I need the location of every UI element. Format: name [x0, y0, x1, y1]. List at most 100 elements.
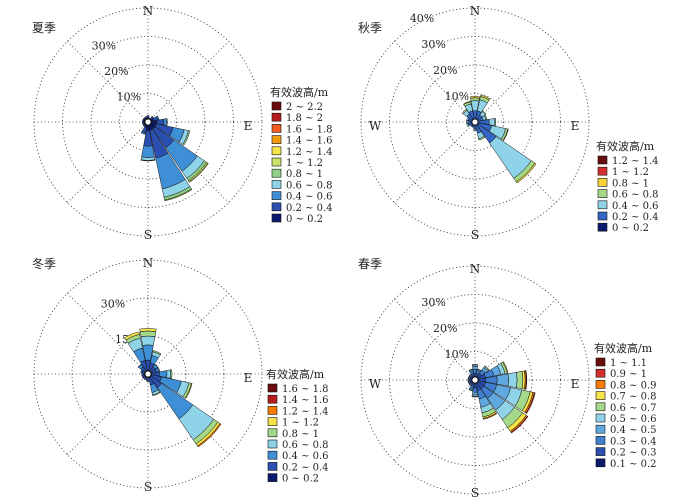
direction-label-s: S — [471, 228, 479, 242]
legend-swatch — [271, 101, 282, 111]
ring-circle — [90, 64, 206, 180]
ring-label: 10% — [117, 91, 141, 104]
legend-label: 0.6 ~ 0.8 — [282, 440, 329, 451]
direction-label-n: N — [143, 256, 154, 270]
ring-circle — [389, 294, 561, 466]
direction-label-e: E — [571, 377, 580, 391]
petal-segment — [482, 412, 498, 420]
petal-segment — [166, 369, 172, 379]
ring-label: 20% — [433, 64, 457, 77]
legend: 有效波高/m1 ~ 1.10.9 ~ 10.8 ~ 0.90.7 ~ 0.80.… — [594, 341, 657, 470]
legend-swatch — [267, 462, 278, 471]
legend-swatch — [267, 439, 278, 449]
petal-segment — [152, 391, 161, 397]
spoke-line — [394, 41, 556, 203]
legend-swatch — [267, 394, 278, 404]
legend-swatch — [271, 202, 282, 212]
legend: 有效波高/m 2 ~ 2.21.8 ~ 21.6 ~ 1.81.4 ~ 1.61.… — [270, 85, 333, 225]
legend-label: 0.6 ~ 0.8 — [612, 190, 659, 201]
panel-title: 秋季 — [358, 21, 382, 35]
spoke-line — [67, 41, 229, 203]
petal-segment — [525, 392, 536, 414]
legend-label: 0.2 ~ 0.3 — [610, 448, 657, 459]
petal-segment — [476, 368, 482, 372]
petal-segment — [470, 96, 480, 99]
legend-swatch — [267, 428, 278, 438]
petal-segment — [515, 162, 537, 184]
ring-label: 10% — [445, 90, 469, 103]
legend-label: 0.3 ~ 0.4 — [610, 436, 657, 447]
petal-segment — [140, 159, 156, 162]
legend-label: 1.8 ~ 2 — [286, 113, 323, 124]
legend-swatch — [271, 168, 282, 178]
petal-segment — [488, 118, 496, 126]
petal-segment — [170, 369, 173, 379]
wind-rose-panel-2: 秋季 10% 20% 30% 40% N S E W 有效波高/m 1.2 ~ 1.41 ~ 1.2… — [358, 4, 659, 242]
direction-label-s: S — [144, 480, 152, 494]
direction-label-e: E — [244, 119, 253, 133]
petal-segment — [496, 373, 509, 387]
legend-title: 有效波高/m — [596, 139, 655, 153]
legend-label: 1.2 ~ 1.4 — [286, 147, 333, 158]
legend-label: 0.2 ~ 0.4 — [286, 203, 333, 214]
hub-circle — [471, 118, 479, 126]
legend-label: 0.8 ~ 1 — [612, 178, 649, 189]
legend-swatch — [595, 447, 606, 456]
petal-segment — [140, 131, 146, 135]
petal-segment — [165, 118, 168, 126]
legend-label: 0.5 ~ 0.6 — [610, 414, 657, 425]
wind-rose-panel-1: 夏季 10% 20% 30% N S E 有效波高/m 2 ~ 2.21.8 ~ 21.6 ~ … — [32, 4, 333, 242]
ring-circle — [446, 93, 504, 151]
legend-label: 0.4 ~ 0.6 — [286, 192, 333, 203]
ring-label: 10% — [445, 348, 469, 361]
legend-label: 1.6 ~ 1.8 — [282, 384, 329, 395]
petal-segment — [472, 366, 478, 370]
legend-swatch — [597, 155, 608, 165]
legend-label: 1 ~ 1.2 — [282, 418, 319, 429]
petal-segment — [525, 370, 528, 390]
legend-swatch — [271, 180, 282, 189]
petal-segment — [507, 372, 518, 388]
ring-circle — [119, 93, 177, 151]
legend-swatch — [597, 166, 608, 176]
ring-circle — [62, 36, 234, 208]
petal-segment — [164, 188, 193, 202]
legend-swatch — [271, 112, 282, 122]
petal-segment — [154, 363, 159, 368]
petal-segment — [144, 116, 148, 119]
legend-label: 1 ~ 1.1 — [610, 358, 647, 369]
direction-label-w: W — [369, 119, 382, 133]
legend-swatch — [595, 413, 606, 423]
legend-label: 0 ~ 0.2 — [286, 214, 323, 225]
ring-label: 30% — [101, 298, 125, 311]
petal-segment — [139, 330, 157, 337]
legend-label: 0.8 ~ 1 — [286, 169, 323, 180]
legend-swatch — [595, 458, 606, 468]
legend-swatch — [595, 391, 606, 400]
petal-segment — [466, 120, 469, 124]
legend-title: 有效波高/m — [266, 367, 325, 381]
hub-circle — [144, 370, 152, 378]
legend-swatch — [267, 473, 278, 482]
petal-group — [467, 361, 536, 434]
petal-segment — [461, 108, 468, 115]
hub-circle — [471, 376, 479, 384]
petal-segment — [471, 395, 479, 398]
petal-segment — [484, 114, 488, 120]
petal-group — [124, 328, 222, 448]
legend-swatch — [271, 146, 282, 156]
ring-circle — [33, 259, 263, 489]
ring-circle — [417, 322, 533, 438]
legend-swatch — [597, 222, 608, 232]
legend-swatch — [271, 157, 282, 167]
ring-label: 20% — [104, 65, 128, 78]
petal-segment — [471, 391, 479, 396]
legend-label: 0.2 ~ 0.4 — [612, 212, 659, 223]
petal-segment — [471, 364, 479, 366]
petal-segment — [140, 335, 156, 346]
legend-label: 0.8 ~ 1 — [282, 429, 319, 440]
petal-segment — [484, 365, 490, 371]
legend-swatch — [597, 189, 608, 198]
direction-label-s: S — [471, 486, 479, 500]
